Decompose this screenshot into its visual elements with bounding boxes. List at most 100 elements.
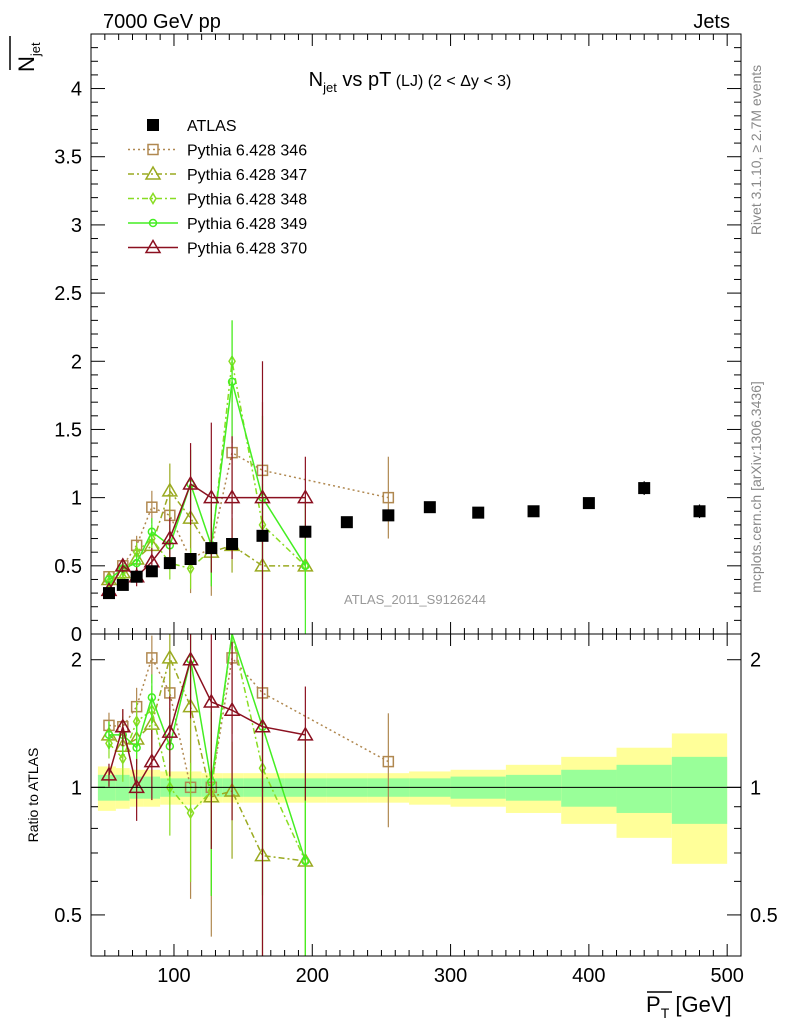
ratio-uncertainty-band: [97, 733, 728, 864]
ratio-line: [108, 655, 306, 862]
ratio-line: [108, 655, 389, 789]
ratio-point: [114, 718, 132, 733]
ratio-point: [147, 693, 157, 702]
axis-ticks: 100 200 300 400 500 0 0.5 1 1.5 2 2.5 3 3.5 4 0.5 0.5 1 1…: [54, 33, 778, 987]
y-tick-label: 0.5: [54, 556, 82, 578]
legend-entry: Pythia 6.428 370: [128, 239, 307, 258]
ratio-point: [223, 701, 241, 716]
ratio-point: [161, 649, 179, 664]
data-point: [186, 562, 195, 576]
series-line: [108, 381, 306, 581]
data-point: [297, 489, 314, 504]
data-point: [527, 505, 540, 518]
series-p349: [104, 320, 310, 956]
data-point: [205, 542, 218, 555]
ratio-tick-label: 1: [750, 777, 761, 799]
y-tick-label: 1: [71, 488, 82, 510]
x-tick-label: 400: [572, 965, 605, 987]
legend-marker: [144, 165, 162, 180]
ratio-point: [297, 726, 314, 741]
x-tick-label: 500: [710, 965, 743, 987]
data-point: [146, 501, 158, 513]
ratio-point: [301, 856, 310, 866]
data-point: [301, 561, 310, 571]
legend-label: Pythia 6.428 370: [187, 241, 307, 258]
watermark: ATLAS_2011_S9126244: [344, 592, 486, 607]
y-tick-label: 4: [71, 79, 82, 101]
header-right: Jets: [693, 11, 730, 33]
legend-marker: [148, 218, 158, 228]
ratio-point: [182, 651, 199, 666]
chart-title: Njet vs pT (LJ) (2 < Δy < 3): [309, 69, 512, 95]
ratio-tick-label: 0.5: [54, 905, 82, 927]
ratio-point: [203, 693, 220, 708]
legend-entry: Pythia 6.428 348: [128, 192, 307, 209]
band-inner-bin: [616, 764, 672, 813]
data-point: [382, 509, 395, 522]
series-p370: [100, 361, 314, 956]
data-point: [256, 529, 269, 542]
band-inner-bin: [671, 756, 728, 824]
y-tick-label: 3: [71, 215, 82, 237]
legend-entry: ATLAS: [147, 118, 237, 135]
data-point: [182, 475, 199, 490]
ratio-point: [186, 806, 195, 820]
ratio-point: [118, 751, 127, 765]
legend-marker: [147, 143, 159, 156]
legend-label: Pythia 6.428 347: [187, 167, 307, 184]
series-p348: [105, 320, 310, 956]
x-axis-label: PT [GeV]: [646, 992, 732, 1021]
legend-entry: Pythia 6.428 349: [128, 216, 307, 233]
data-point: [147, 527, 157, 536]
y-axis-label: Njet: [14, 42, 43, 72]
legend-label: Pythia 6.428 348: [187, 192, 307, 209]
ratio-point: [254, 718, 271, 733]
data-point: [226, 538, 239, 550]
ratio-tick-label: 0.5: [750, 905, 778, 927]
x-tick-label: 300: [434, 965, 467, 987]
data-point: [227, 377, 237, 386]
legend-label: Pythia 6.428 349: [187, 216, 307, 233]
data-point: [102, 587, 115, 600]
data-point: [184, 553, 197, 565]
ratio-point: [128, 778, 145, 794]
series-line: [108, 361, 306, 583]
series-p346: [103, 391, 395, 937]
x-tick-label: 100: [157, 965, 190, 987]
rivet-version-label: Rivet 3.1.10, ≥ 2.7M events: [748, 65, 764, 235]
ratio-point: [104, 730, 114, 740]
data-point: [423, 501, 436, 514]
ratio-point: [382, 755, 395, 768]
data-point: [132, 558, 141, 568]
series-line: [108, 451, 389, 578]
ratio-line: [108, 657, 306, 790]
header-left: 7000 GeV pp: [103, 11, 221, 33]
data-point: [203, 489, 220, 504]
x-tick-label: 200: [296, 965, 329, 987]
ratio-tick-label: 2: [750, 650, 761, 672]
ratio-axis-label: Ratio to ATLAS: [25, 748, 41, 843]
data-point: [638, 482, 651, 495]
ratio-tick-label: 2: [71, 650, 82, 672]
data-point: [693, 505, 706, 518]
legend-entry: Pythia 6.428 347: [128, 165, 307, 184]
legend-marker: [147, 119, 159, 131]
data-point: [161, 530, 179, 545]
ratio-plot-frame: [90, 633, 742, 957]
data-point: [116, 578, 129, 591]
y-tick-label: 0: [71, 624, 82, 646]
data-point: [299, 525, 312, 538]
series-p347: [100, 463, 314, 956]
data-point: [582, 497, 595, 510]
legend-marker: [149, 192, 157, 205]
y-tick-label: 3.5: [54, 147, 82, 169]
ratio-point: [100, 766, 118, 781]
data-point: [340, 516, 353, 529]
legend: ATLAS Pythia 6.428 346 Pythia 6.428 347 Pyt…: [128, 118, 307, 258]
ratio-point: [146, 652, 158, 664]
y-tick-label: 2.5: [54, 283, 82, 305]
y-tick-label: 1.5: [54, 419, 82, 441]
legend-marker: [144, 239, 162, 254]
data-point: [161, 482, 179, 497]
